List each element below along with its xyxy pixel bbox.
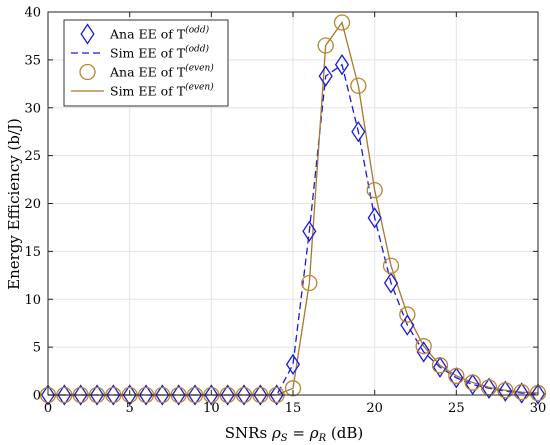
data-point-diamond xyxy=(416,341,431,363)
y-tick-label: 5 xyxy=(33,341,41,356)
data-point-diamond xyxy=(57,384,72,406)
data-point-circle xyxy=(464,374,481,391)
x-tick-label: 5 xyxy=(126,401,134,416)
data-point-circle xyxy=(513,383,530,401)
data-point-diamond xyxy=(40,384,56,406)
data-point-diamond xyxy=(155,384,170,406)
data-point-circle xyxy=(448,367,465,385)
data-point-diamond xyxy=(449,367,464,389)
y-tick-label: 10 xyxy=(24,293,41,308)
data-point-circle xyxy=(399,306,416,323)
data-point-diamond xyxy=(302,220,317,242)
x-tick-label: 15 xyxy=(285,401,302,416)
legend-diamond-swatch xyxy=(80,23,95,45)
y-tick-label: 0 xyxy=(33,389,41,404)
y-tick-label: 30 xyxy=(24,101,41,116)
data-point-diamond xyxy=(481,377,497,399)
data-point-circle xyxy=(366,181,383,199)
data-point-circle xyxy=(333,14,351,31)
legend-label: Sim EE of T(odd) xyxy=(110,44,210,61)
y-tick-label: 40 xyxy=(24,6,41,21)
data-point-diamond xyxy=(122,384,137,406)
y-tick-label: 35 xyxy=(24,53,41,68)
data-point-diamond xyxy=(498,380,513,402)
data-point-circle xyxy=(284,380,302,397)
x-tick-label: 0 xyxy=(44,401,52,416)
data-point-diamond xyxy=(334,53,350,76)
y-tick-label: 25 xyxy=(24,149,41,164)
data-point-diamond xyxy=(138,384,154,406)
data-point-diamond xyxy=(73,384,88,406)
x-axis-label: SNRs ρS = ρR (dB) xyxy=(225,424,363,444)
data-point-diamond xyxy=(269,384,284,406)
data-point-circle xyxy=(431,357,449,374)
legend: Ana EE of T(odd) Sim EE of T(odd) Ana EE o… xyxy=(63,19,229,107)
x-tick-label: 20 xyxy=(366,401,383,416)
y-axis-label: Energy Efficiency (b/J) xyxy=(5,118,23,290)
data-point-diamond xyxy=(400,314,415,336)
data-point-diamond xyxy=(220,384,235,406)
data-point-diamond xyxy=(318,65,333,87)
x-tick-label: 25 xyxy=(448,401,465,416)
data-point-diamond xyxy=(351,121,366,143)
legend-label: Ana EE of T(odd) xyxy=(109,25,210,42)
axis-ticks: 0 5 10 15 20 25 30 0 5 10 15 20 25 30 35 40 xyxy=(24,6,546,417)
legend-box xyxy=(63,19,229,107)
data-point-diamond xyxy=(89,384,105,406)
data-point-circle xyxy=(497,382,514,399)
data-point-diamond xyxy=(236,384,252,406)
data-point-diamond xyxy=(432,356,448,378)
data-point-circle xyxy=(382,257,400,274)
legend-label: Ana EE of T(even) xyxy=(109,63,214,80)
y-tick-label: 20 xyxy=(24,197,41,212)
x-tick-label: 10 xyxy=(203,401,220,416)
grid-lines xyxy=(47,11,539,396)
legend-label: Sim EE of T(even) xyxy=(110,82,214,99)
x-tick-label: 30 xyxy=(530,401,547,416)
data-point-diamond xyxy=(465,373,480,396)
data-point-circle xyxy=(301,274,318,292)
data-point-diamond xyxy=(514,382,529,404)
y-tick-label: 15 xyxy=(24,245,41,260)
legend-circle-swatch xyxy=(79,63,96,81)
data-point-circle xyxy=(317,37,334,54)
data-point-diamond xyxy=(383,272,399,294)
data-point-diamond xyxy=(253,384,268,406)
data-point-diamond xyxy=(285,353,301,376)
data-point-diamond xyxy=(171,384,186,406)
data-point-diamond xyxy=(106,384,121,406)
data-point-circle xyxy=(415,338,432,355)
data-point-diamond xyxy=(187,384,203,406)
data-point-circle xyxy=(350,77,367,94)
data-point-diamond xyxy=(204,384,219,406)
data-point-diamond xyxy=(530,383,546,405)
data-point-diamond xyxy=(367,207,382,229)
